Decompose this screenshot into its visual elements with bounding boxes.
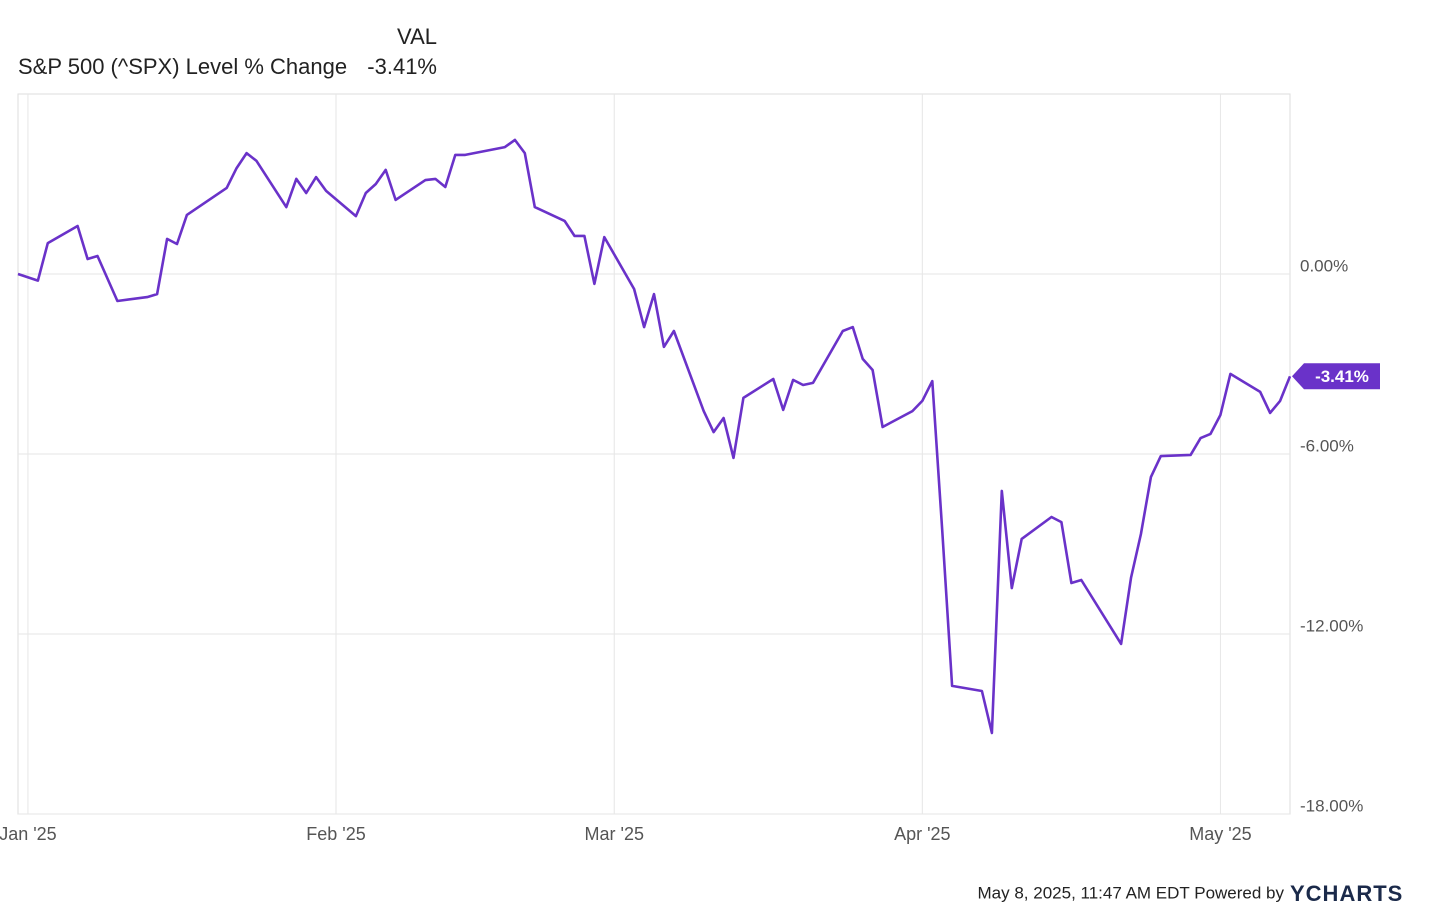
y-tick-label: -12.00% [1300, 616, 1363, 635]
y-tick-label: 0.00% [1300, 256, 1348, 275]
series-line [17, 138, 1292, 735]
y-tick-label: -18.00% [1300, 796, 1363, 815]
x-tick-label: May '25 [1189, 824, 1251, 844]
y-tick-label: -6.00% [1300, 436, 1354, 455]
last-value-label: -3.41% [1315, 367, 1369, 386]
header-series-name: S&P 500 (^SPX) Level % Change [18, 54, 347, 79]
x-tick-label: Mar '25 [585, 824, 644, 844]
footer-timestamp: May 8, 2025, 11:47 AM EDT Powered by [978, 883, 1285, 902]
footer-brand: YCHARTS [1290, 881, 1403, 906]
last-value-badge [1292, 363, 1380, 390]
header-column: VAL [397, 24, 437, 49]
x-tick-label: Apr '25 [894, 824, 950, 844]
x-tick-label: Jan '25 [0, 824, 57, 844]
x-tick-label: Feb '25 [306, 824, 365, 844]
header-value: -3.41% [367, 54, 437, 79]
